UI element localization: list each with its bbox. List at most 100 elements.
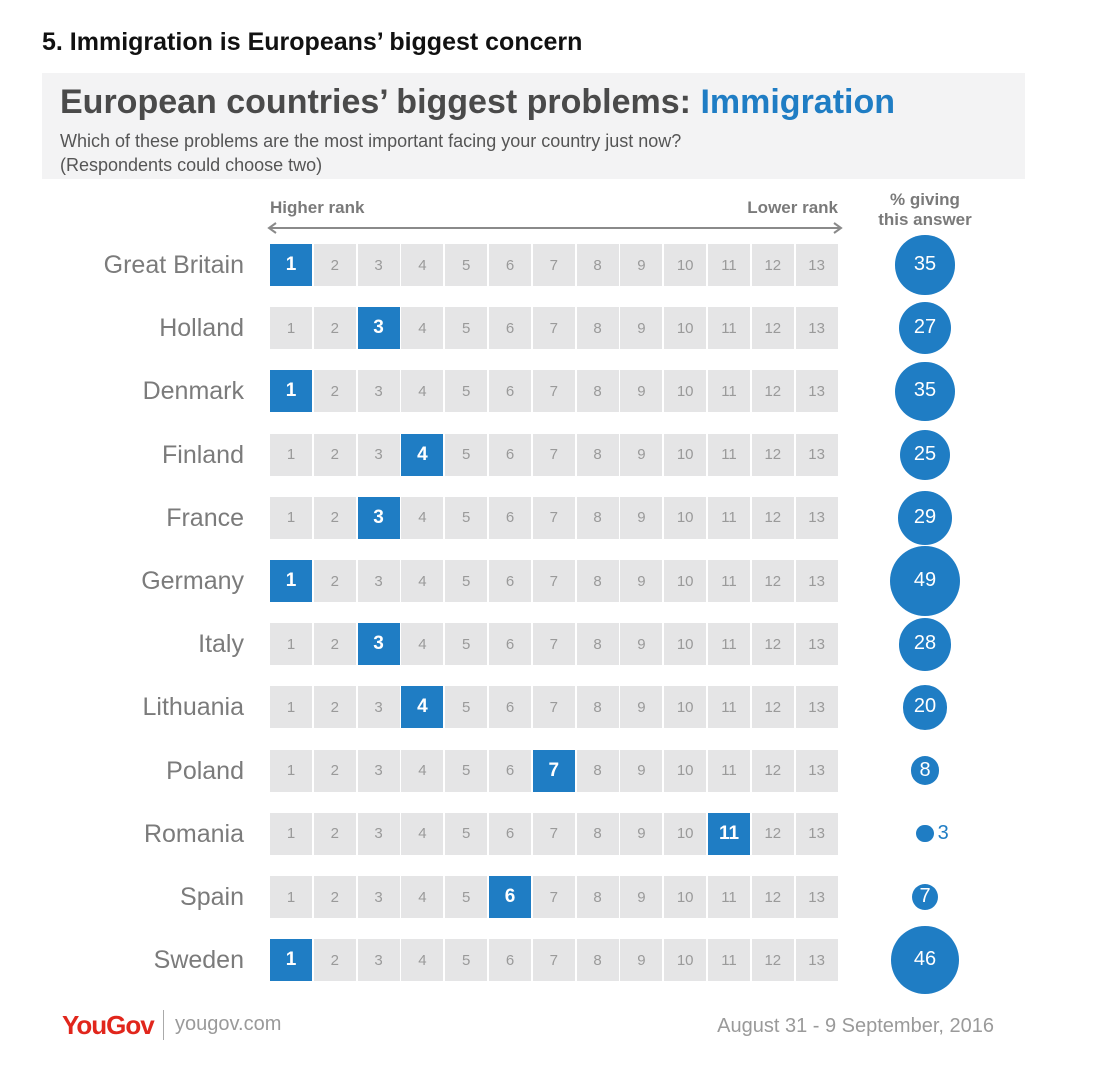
rank-cell-selected: 1 (270, 244, 312, 286)
rank-cell: 6 (489, 244, 531, 286)
rank-cell: 11 (708, 370, 750, 413)
rank-cell: 11 (708, 623, 750, 666)
percent-value-label: 49 (913, 569, 937, 591)
rank-cell: 1 (270, 876, 312, 918)
rank-cell: 11 (708, 749, 750, 792)
higher-rank-label: Higher rank (270, 198, 365, 217)
rank-cell: 9 (620, 749, 663, 792)
country-label: Finland (162, 440, 244, 469)
rank-cell: 5 (445, 939, 488, 982)
rank-cell: 10 (664, 812, 707, 855)
chart-title-main: European countries’ biggest problems: (60, 83, 701, 121)
rank-cell: 13 (795, 370, 838, 413)
rank-cell: 7 (532, 244, 575, 286)
rank-cell: 5 (445, 307, 488, 350)
chart-title-accent: Immigration (700, 83, 896, 121)
rank-cell: 5 (445, 623, 488, 666)
percent-value-label: 25 (913, 442, 937, 465)
rank-cell: 13 (795, 686, 838, 729)
rank-cell: 8 (576, 939, 619, 982)
rank-cell: 12 (751, 939, 794, 982)
rank-cell: 11 (708, 686, 750, 729)
percent-value-label: 3 (937, 821, 949, 844)
chart-subtitle: Which of these problems are the most imp… (60, 129, 681, 177)
rank-cell: 13 (795, 307, 838, 350)
rank-cell: 12 (751, 370, 794, 413)
rank-cell: 7 (532, 939, 575, 982)
percent-bubble (899, 302, 951, 355)
percent-value-label: 35 (913, 379, 937, 402)
rank-cell: 3 (357, 370, 400, 413)
rank-cell: 3 (357, 812, 400, 855)
rank-cell: 9 (620, 370, 663, 413)
percent-header: % giving this answer (862, 190, 988, 230)
footer-divider (163, 1010, 164, 1040)
rank-cell: 6 (489, 939, 531, 982)
rank-cell: 11 (708, 560, 750, 602)
rank-cell: 2 (313, 876, 356, 918)
rank-cell: 9 (620, 433, 663, 476)
rank-cell: 4 (401, 370, 444, 413)
rank-cell: 7 (532, 370, 575, 413)
rank-cell: 2 (313, 623, 356, 666)
rank-cell: 5 (445, 244, 488, 286)
country-label: Poland (166, 756, 244, 785)
country-label: Italy (198, 630, 244, 659)
rank-cell: 7 (532, 560, 575, 602)
rank-cell: 1 (270, 307, 312, 350)
rank-cell: 3 (357, 433, 400, 476)
rank-cell: 6 (489, 623, 531, 666)
rank-cell: 10 (664, 623, 707, 666)
rank-cell-selected: 4 (401, 433, 444, 476)
rank-cell: 4 (401, 496, 444, 539)
percent-value-label: 35 (913, 253, 937, 275)
rank-cell: 8 (576, 560, 619, 602)
footer-date: August 31 - 9 September, 2016 (717, 1015, 994, 1037)
rank-cell: 2 (313, 496, 356, 539)
rank-cell-selected: 4 (401, 686, 444, 729)
rank-cell: 8 (576, 686, 619, 729)
percent-bubble (895, 235, 955, 295)
rank-cell: 13 (795, 496, 838, 539)
chart-title: European countries’ biggest problems: Im… (60, 83, 895, 122)
rank-cell: 1 (270, 686, 312, 729)
percent-header-line-2: this answer (878, 210, 972, 229)
rank-cell: 12 (751, 496, 794, 539)
percent-bubble (891, 926, 959, 995)
rank-cell: 13 (795, 939, 838, 982)
rank-cell: 7 (532, 307, 575, 350)
rank-cell: 8 (576, 307, 619, 350)
rank-cell: 6 (489, 686, 531, 729)
country-label: Romania (143, 819, 244, 848)
rank-cell: 10 (664, 370, 707, 413)
rank-cell: 12 (751, 433, 794, 476)
percent-header-line-1: % giving (890, 190, 960, 209)
rank-cell: 13 (795, 876, 838, 918)
percent-value-label: 20 (913, 695, 937, 718)
country-label: Lithuania (142, 693, 244, 722)
rank-cell: 4 (401, 876, 444, 918)
rank-cell: 2 (313, 433, 356, 476)
rank-cell: 12 (751, 812, 794, 855)
percent-bubble (895, 361, 955, 421)
rank-cell: 9 (620, 939, 663, 982)
rank-cell: 1 (270, 433, 312, 476)
rank-cell: 9 (620, 496, 663, 539)
rank-cell: 3 (357, 876, 400, 918)
rank-cell: 5 (445, 433, 488, 476)
rank-cell: 8 (576, 623, 619, 666)
rank-cell: 12 (751, 244, 794, 286)
rank-cell: 9 (620, 560, 663, 602)
rank-cell: 8 (576, 433, 619, 476)
rank-cell: 5 (445, 749, 488, 792)
rank-cell: 12 (751, 876, 794, 918)
rank-cell: 12 (751, 560, 794, 602)
rank-cell: 8 (576, 876, 619, 918)
rank-cell: 9 (620, 876, 663, 918)
rank-cell: 10 (664, 939, 707, 982)
rank-cell: 7 (532, 876, 575, 918)
subtitle-line-2: (Respondents could choose two) (60, 155, 323, 175)
rank-cell-selected: 3 (357, 307, 400, 350)
rank-cell: 5 (445, 686, 488, 729)
rank-cell: 9 (620, 623, 663, 666)
